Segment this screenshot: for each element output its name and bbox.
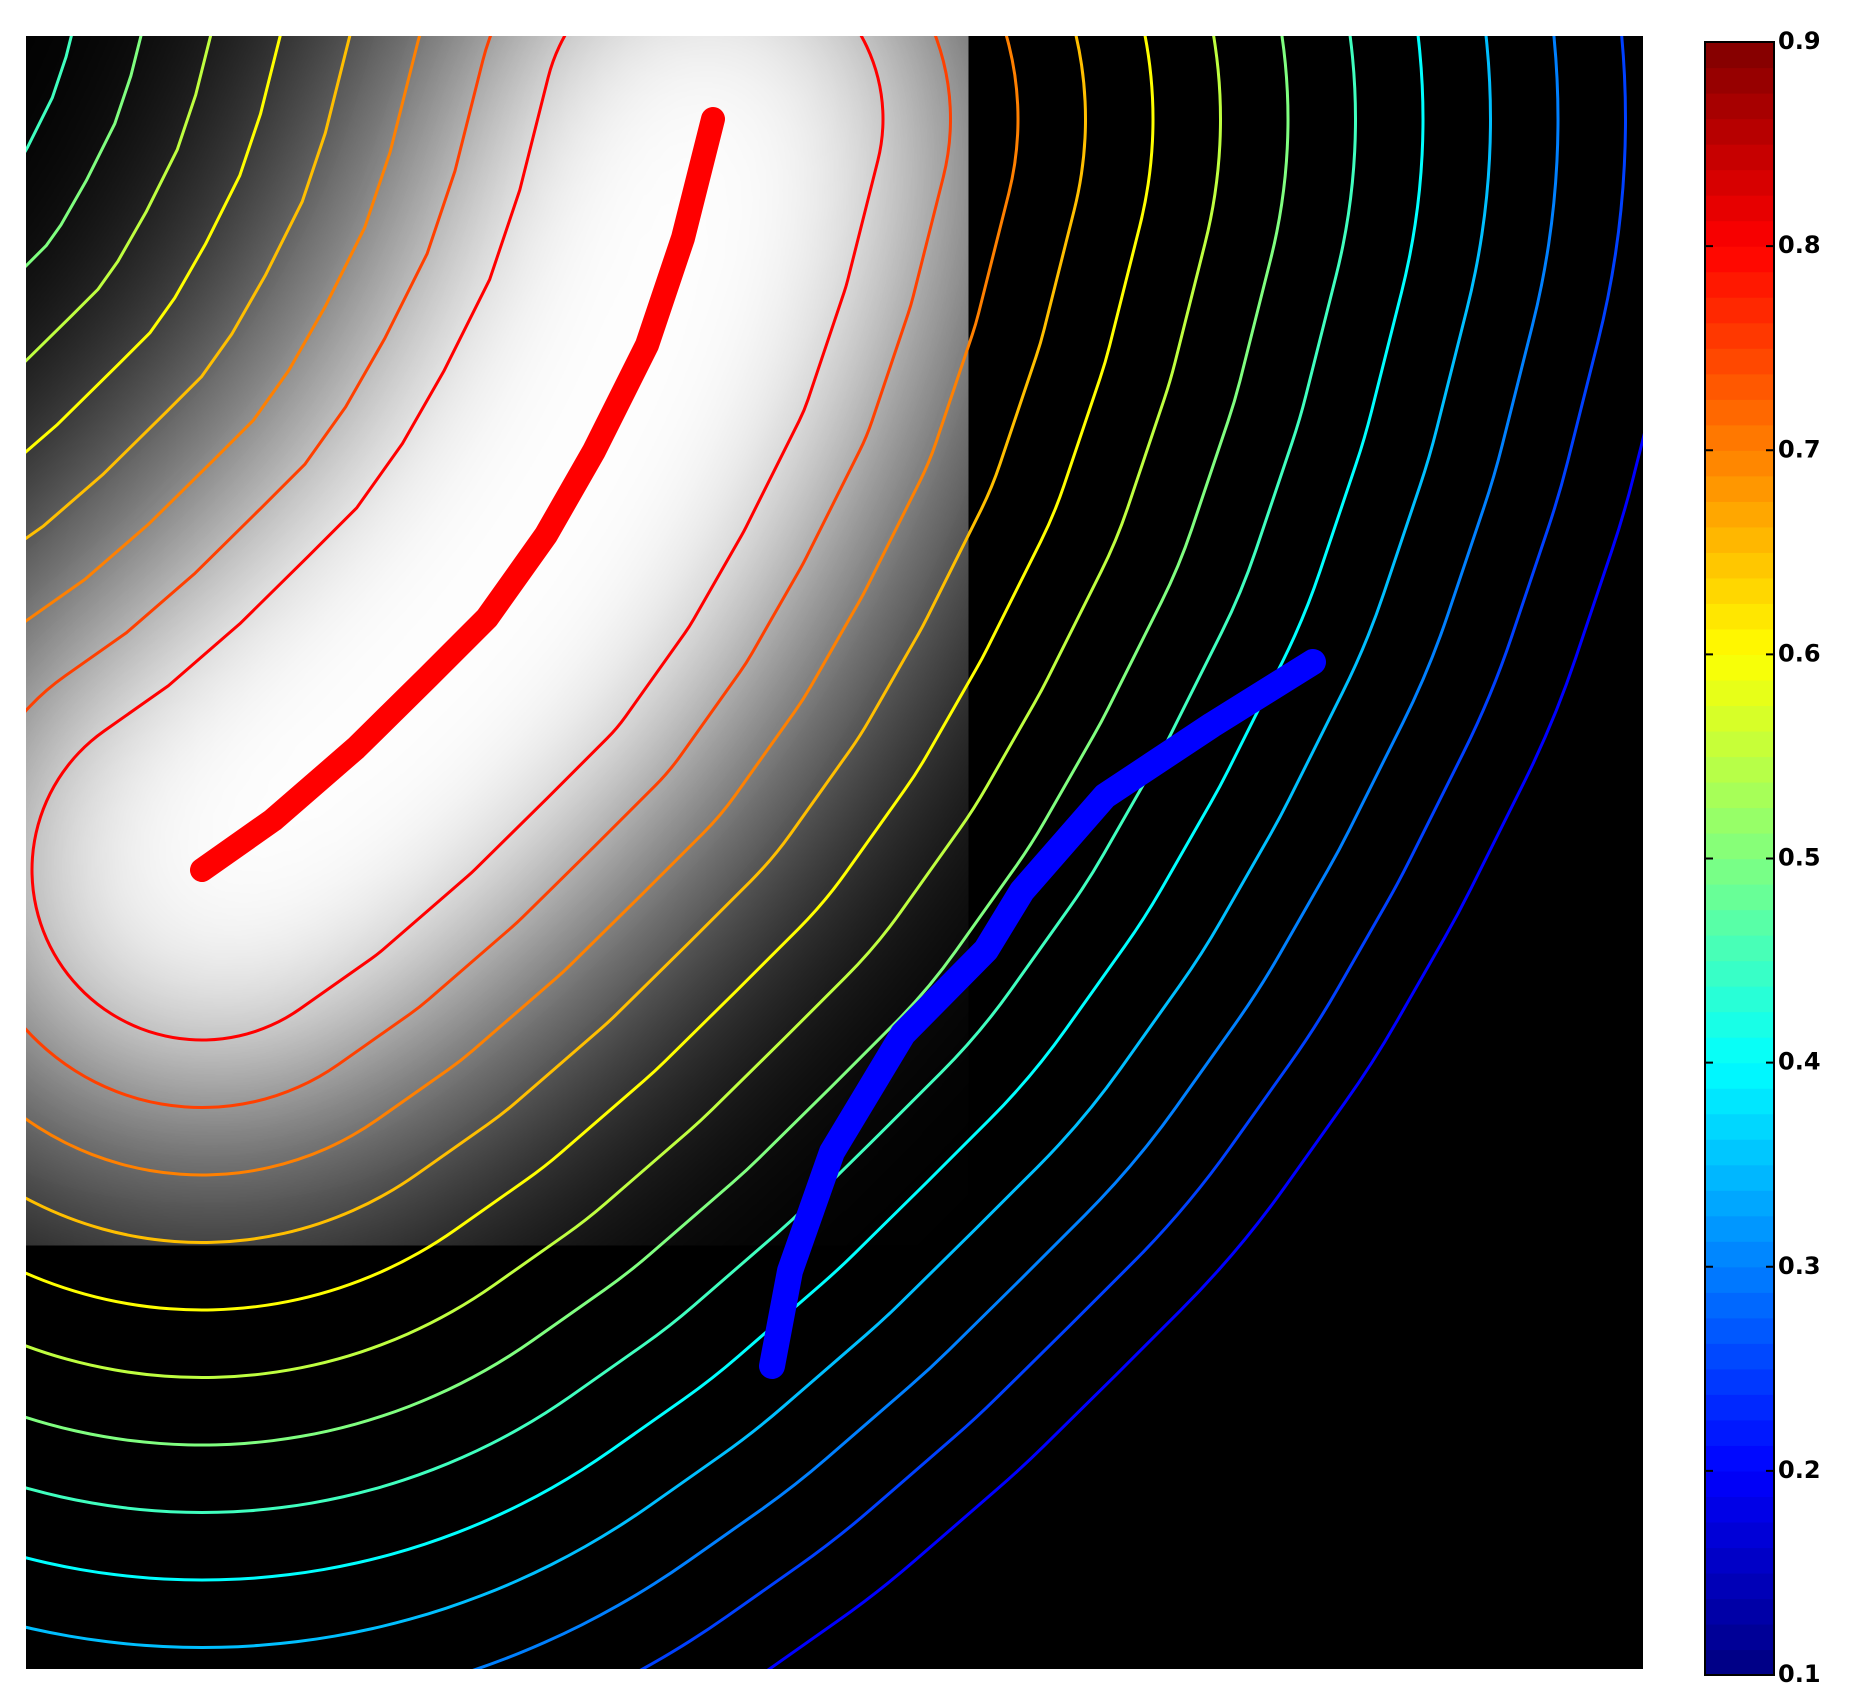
colorbar-tick-label: 0.6 (1778, 639, 1821, 667)
colorbar-tick-label: 0.3 (1778, 1252, 1821, 1280)
colorbar-band (1705, 1394, 1774, 1421)
colorbar-band (1705, 348, 1774, 375)
colorbar-band (1705, 1266, 1774, 1293)
colorbar-band (1705, 986, 1774, 1013)
colorbar-band (1705, 526, 1774, 553)
colorbar-band (1705, 373, 1774, 400)
colorbar-band (1705, 1062, 1774, 1089)
colorbar-band (1705, 1445, 1774, 1472)
colorbar-band (1705, 424, 1774, 451)
colorbar-band (1705, 169, 1774, 196)
colorbar-band (1705, 1496, 1774, 1523)
colorbar-band (1705, 1011, 1774, 1038)
colorbar-band (1705, 807, 1774, 834)
colorbar-band (1705, 756, 1774, 783)
colorbar-band (1705, 501, 1774, 528)
colorbar-band (1705, 705, 1774, 732)
colorbar-band (1705, 322, 1774, 349)
colorbar-tick-label: 0.9 (1778, 27, 1821, 55)
plot-area (26, 36, 1643, 1669)
colorbar-band (1705, 1241, 1774, 1268)
colorbar-band (1705, 1343, 1774, 1370)
colorbar-band (1705, 730, 1774, 758)
colorbar-band (1705, 1419, 1774, 1446)
colorbar-band (1705, 475, 1774, 502)
colorbar-band (1705, 909, 1774, 936)
colorbar-band (1705, 195, 1774, 222)
colorbar-band (1705, 118, 1774, 145)
colorbar-band (1705, 1088, 1774, 1115)
colorbar-band (1705, 399, 1774, 426)
colorbar-band (1705, 144, 1774, 171)
colorbar-band (1705, 271, 1774, 298)
high-stroke (190, 107, 725, 882)
contour-line (26, 36, 1643, 1669)
colorbar-tick-label: 0.2 (1778, 1456, 1821, 1484)
colorbar-band (1705, 67, 1774, 94)
colorbar-band (1705, 1164, 1774, 1191)
colorbar-band (1705, 577, 1774, 604)
colorbar-band (1705, 1113, 1774, 1140)
colorbar-band (1705, 1215, 1774, 1242)
colorbar-band (1705, 832, 1774, 860)
colorbar-band (1705, 1623, 1774, 1651)
colorbar-band (1705, 1649, 1774, 1676)
colorbar-band (1705, 603, 1774, 630)
colorbar-band (1705, 654, 1774, 681)
colorbar-band (1705, 1139, 1774, 1166)
colorbar-band (1705, 628, 1774, 655)
colorbar-frame (1704, 41, 1775, 1676)
colorbar-band (1705, 93, 1774, 120)
colorbar-band (1705, 1572, 1774, 1600)
colorbar-band (1705, 1368, 1774, 1395)
colorbar-band (1705, 1317, 1774, 1344)
colorbar-band (1705, 781, 1774, 809)
colorbar-band (1705, 935, 1774, 962)
colorbar-band (1705, 297, 1774, 324)
colorbar-tick-label: 0.7 (1778, 435, 1821, 463)
colorbar-band (1705, 858, 1774, 885)
colorbar-band (1705, 884, 1774, 911)
colorbar-band (1705, 960, 1774, 987)
colorbar-band (1705, 220, 1774, 247)
colorbar-band (1705, 450, 1774, 477)
colorbar-band (1705, 1598, 1774, 1625)
colorbar-band (1705, 1470, 1774, 1497)
colorbar-band (1705, 1521, 1774, 1549)
colorbar: 0.1 0.2 0.3 0.4 0.5 0.6 0.7 0.8 0.9 (1705, 27, 1821, 1688)
colorbar-band (1705, 42, 1774, 69)
colorbar-band (1705, 1190, 1774, 1217)
contours (26, 36, 1643, 1669)
colorbar-tick-label: 0.4 (1778, 1048, 1821, 1076)
colorbar-band (1705, 1547, 1774, 1574)
colorbar-tick-label: 0.8 (1778, 231, 1821, 259)
colorbar-tick-label: 0.1 (1778, 1660, 1821, 1688)
colorbar-tick-label: 0.5 (1778, 844, 1821, 872)
colorbar-band (1705, 552, 1774, 579)
colorbar-band (1705, 246, 1774, 273)
colorbar-band (1705, 1292, 1774, 1319)
colorbar-band (1705, 1037, 1774, 1064)
low-stroke (759, 649, 1326, 1379)
colorbar-band (1705, 679, 1774, 707)
